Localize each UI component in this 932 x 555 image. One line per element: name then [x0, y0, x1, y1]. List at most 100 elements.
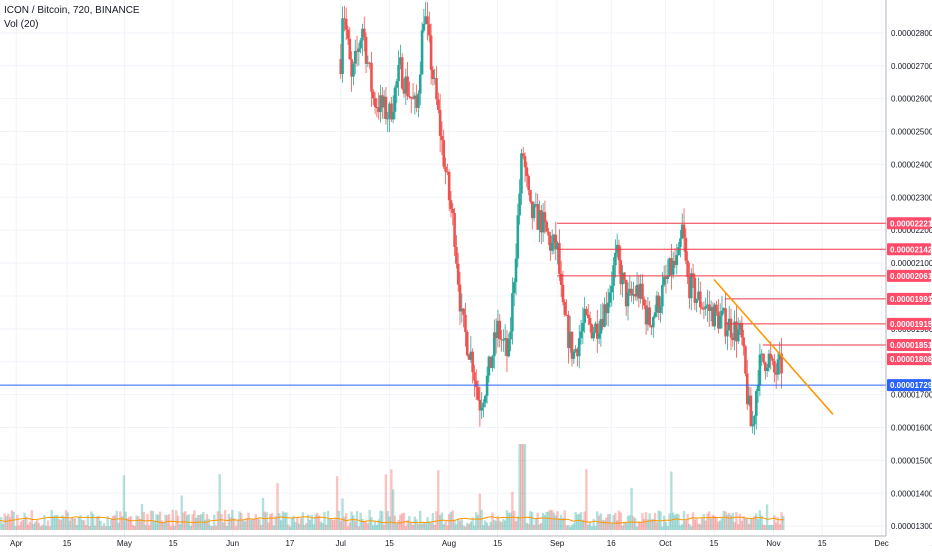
volume-bar	[601, 519, 604, 530]
volume-bar	[290, 517, 294, 530]
volume-bar	[475, 512, 478, 530]
volume-bar	[140, 504, 144, 530]
volume-indicator-label[interactable]: Vol (20)	[4, 19, 39, 30]
candle-body	[500, 339, 503, 341]
volume-bar	[61, 515, 64, 530]
candle-body	[581, 322, 585, 332]
volume-bar	[68, 520, 71, 530]
volume-bar	[240, 512, 243, 530]
volume-bar	[299, 518, 303, 530]
candle-body	[480, 407, 483, 411]
volume-bar	[485, 522, 489, 530]
trendline[interactable]	[713, 278, 834, 415]
candle-body	[760, 353, 764, 355]
candle-body	[682, 224, 686, 238]
volume-bar	[680, 524, 684, 530]
candle-body	[359, 40, 362, 49]
candle-body	[619, 260, 623, 285]
candle-body	[400, 57, 404, 89]
volume-bar	[72, 518, 75, 530]
candle-body	[509, 331, 512, 340]
price-tick-label: 0.00002700	[891, 62, 932, 71]
candle-body	[437, 99, 440, 110]
volume-bar	[749, 518, 753, 530]
volume-bar	[274, 516, 277, 530]
volume-bar	[294, 522, 297, 530]
symbol-title[interactable]: ICON / Bitcoin, 720, BINANCE	[4, 5, 140, 16]
candle-body	[489, 356, 493, 368]
candle-body	[762, 353, 765, 363]
volume-bar	[23, 512, 26, 530]
volume-bar	[778, 524, 781, 530]
volume-bar	[577, 513, 581, 530]
volume-bar	[500, 521, 503, 530]
volume-bar	[377, 519, 380, 530]
volume-bar	[776, 517, 780, 530]
volume-bar	[558, 517, 561, 530]
volume-bar	[106, 516, 109, 530]
time-tick-label: Aug	[442, 539, 456, 548]
volume-bar	[670, 471, 673, 530]
volume-bar	[417, 524, 420, 530]
candle-body	[402, 88, 406, 94]
volume-bar	[585, 469, 588, 530]
candle-body	[624, 279, 628, 307]
volume-bar	[115, 510, 118, 530]
level-price-label-bg	[887, 243, 931, 256]
candle-body	[583, 308, 586, 323]
candle-body	[550, 242, 554, 251]
volume-bar	[550, 510, 554, 530]
volume-bar	[70, 517, 73, 530]
horizontal-levels[interactable]	[557, 222, 886, 346]
candle-body	[751, 424, 754, 427]
volume-bar	[162, 523, 165, 530]
candle-body	[545, 221, 549, 232]
volume-bar	[95, 517, 99, 530]
volume-bar	[249, 519, 252, 530]
time-tick-label: 15	[169, 539, 178, 548]
candle-body	[473, 372, 476, 381]
volume-bar	[762, 524, 765, 530]
candle-body	[390, 103, 393, 120]
candle-body	[727, 318, 731, 331]
volume-bar	[482, 525, 485, 530]
volume-bar	[204, 519, 207, 530]
volume-bar	[523, 444, 527, 530]
volume-bar	[122, 475, 126, 530]
volume-bar	[473, 525, 476, 530]
candle-body	[597, 333, 601, 339]
volume-bar	[561, 517, 565, 530]
volume-bar	[236, 520, 239, 530]
candle-body	[502, 339, 505, 341]
candle-body	[388, 103, 391, 119]
volume-bar	[440, 512, 444, 530]
volume-bar	[227, 513, 230, 530]
volume-bar	[476, 514, 480, 530]
candle-body	[633, 294, 637, 297]
volume-bar	[391, 489, 395, 530]
candle-body	[534, 204, 538, 206]
volume-bar	[247, 512, 250, 530]
volume-bar	[120, 516, 124, 530]
candle-body	[670, 258, 673, 275]
volume-bar	[97, 515, 100, 530]
volume-bar	[720, 518, 724, 530]
time-axis[interactable]: Apr 15 May 15 Jun 17 Jul 15 Aug 15 Sep 16 Oct 15 Nov 15…	[0, 535, 932, 550]
volume-bar	[17, 525, 21, 530]
candle-body	[556, 242, 559, 250]
candle-body	[487, 356, 491, 376]
candle-body	[626, 292, 630, 307]
candle-body	[391, 111, 395, 120]
volume-bar	[771, 525, 774, 530]
volume-bar	[39, 526, 43, 530]
volume-bar	[251, 518, 254, 530]
volume-bar	[402, 512, 406, 530]
trendline-segment[interactable]	[713, 278, 834, 415]
candle-body	[478, 399, 482, 411]
volume-bar	[679, 525, 682, 530]
candle-body	[525, 167, 529, 177]
candle-body	[664, 276, 668, 279]
volume-bar	[350, 511, 353, 530]
